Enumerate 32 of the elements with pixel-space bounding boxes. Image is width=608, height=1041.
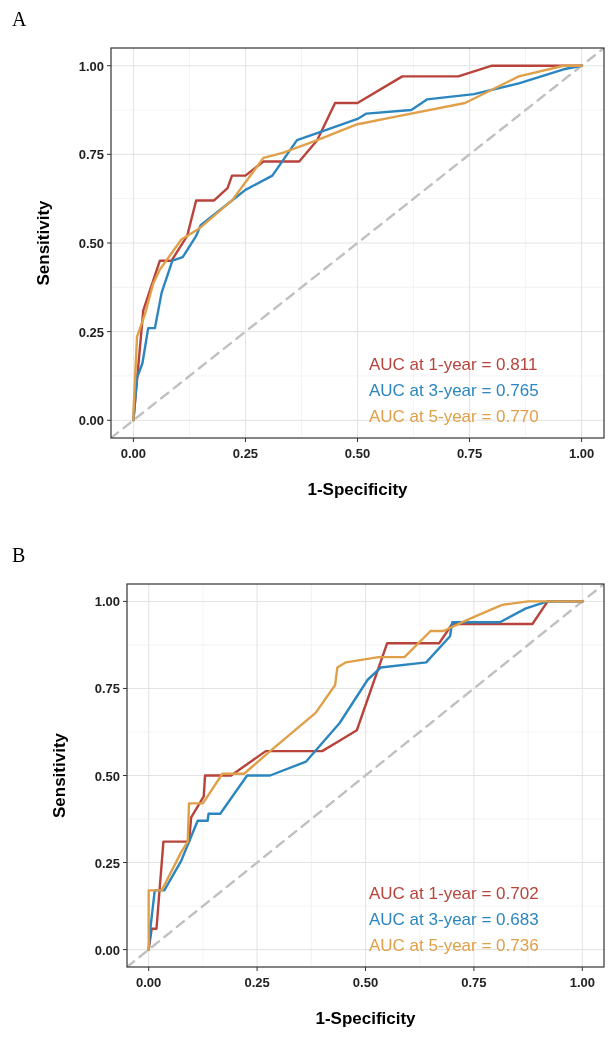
x-tick-label: 1.00 [569, 975, 595, 990]
text: AUC at 1-year = 0.702 [369, 884, 539, 903]
x-tick-label: 0.00 [136, 975, 162, 990]
x-axis-title: 1-Specificity [315, 1009, 417, 1028]
y-tick-label: 1.00 [94, 594, 120, 610]
text: AUC at 5-year = 0.770 [369, 407, 539, 426]
x-tick-label: 0.75 [456, 446, 483, 461]
text: AUC at 3-year = 0.765 [369, 381, 539, 400]
y-axis-title: Sensitivity [50, 732, 69, 819]
x-tick-label: 0.25 [232, 446, 259, 461]
y-axis-title: Sensitivity [34, 199, 53, 286]
chart-title: B [12, 544, 26, 566]
y-tick-label: 0.00 [78, 413, 104, 429]
y-tick-label: 0.75 [78, 147, 104, 163]
x-tick-label: 0.50 [352, 975, 379, 990]
y-tick-label: 0.00 [94, 942, 120, 958]
x-tick-label: 0.75 [461, 975, 487, 990]
y-tick-label: 0.75 [94, 681, 120, 697]
text: AUC at 1-year = 0.811 [369, 355, 538, 374]
x-axis-title: 1-Specificity [307, 480, 409, 499]
y-tick-label: 0.50 [78, 236, 104, 251]
x-tick-label: 0.25 [244, 975, 270, 990]
text: AUC at 5-year = 0.736 [369, 936, 539, 955]
x-tick-label: 1.00 [568, 446, 595, 461]
text: AUC at 3-year = 0.683 [369, 910, 539, 929]
y-tick-label: 0.25 [78, 324, 104, 340]
y-tick-label: 1.00 [78, 58, 104, 74]
y-tick-label: 0.25 [94, 855, 120, 871]
y-tick-label: 0.50 [94, 768, 120, 784]
x-tick-label: 0.50 [344, 446, 371, 461]
chart-title: A [12, 8, 27, 30]
x-tick-label: 0.00 [120, 446, 147, 461]
